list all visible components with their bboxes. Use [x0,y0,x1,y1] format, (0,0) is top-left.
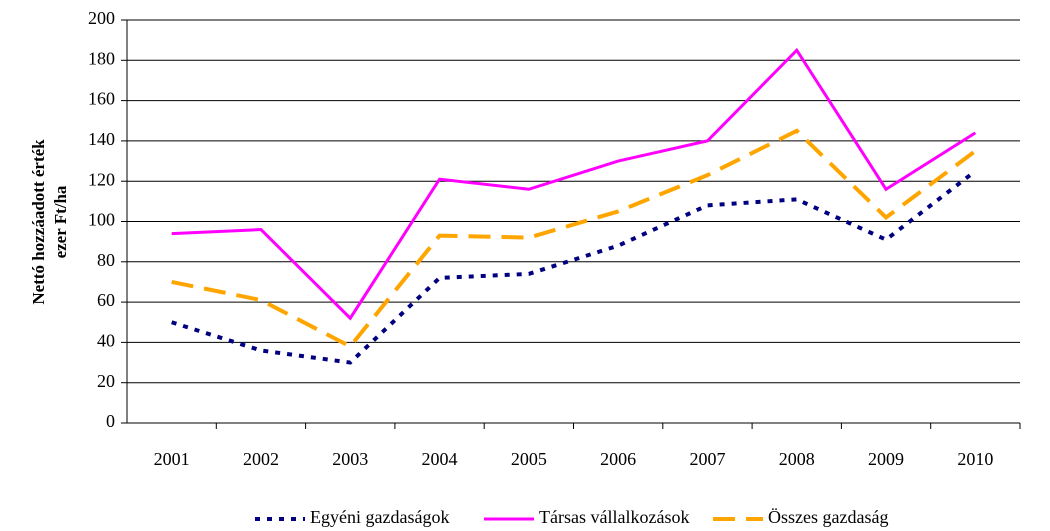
x-tick-label: 2006 [600,449,636,469]
y-axis-title: Nettó hozzáadott érték ezer Ft/ha [29,139,70,305]
x-tick-label: 2002 [243,449,279,469]
y-tick-label: 120 [88,169,115,189]
y-tick-label: 200 [88,8,115,28]
y-tick-label: 160 [88,89,115,109]
y-tick-label: 0 [106,411,115,431]
x-tick-label: 2003 [332,449,368,469]
y-tick-label: 180 [88,48,115,68]
y-tick-label: 100 [88,210,115,230]
y-tick-label: 20 [97,371,115,391]
y-axis-title-line: Nettó hozzáadott érték [29,139,48,305]
y-tick-label: 140 [88,129,115,149]
y-tick-label: 40 [97,331,115,351]
legend-label: Összes gazdaság [768,507,888,527]
x-tick-label: 2008 [779,449,815,469]
x-tick-label: 2007 [689,449,725,469]
x-tick-label: 2009 [868,449,904,469]
x-tick-label: 2004 [422,449,458,469]
legend-label: Egyéni gazdaságok [310,507,449,527]
x-tick-label: 2010 [957,449,993,469]
legend-label: Társas vállalkozások [539,507,689,527]
y-tick-label: 60 [97,290,115,310]
x-tick-label: 2005 [511,449,547,469]
y-tick-label: 80 [97,250,115,270]
x-tick-label: 2001 [154,449,190,469]
y-axis-title-line: ezer Ft/ha [51,185,70,258]
series-line [171,128,977,349]
series-line [171,47,977,321]
series-line [171,169,977,365]
